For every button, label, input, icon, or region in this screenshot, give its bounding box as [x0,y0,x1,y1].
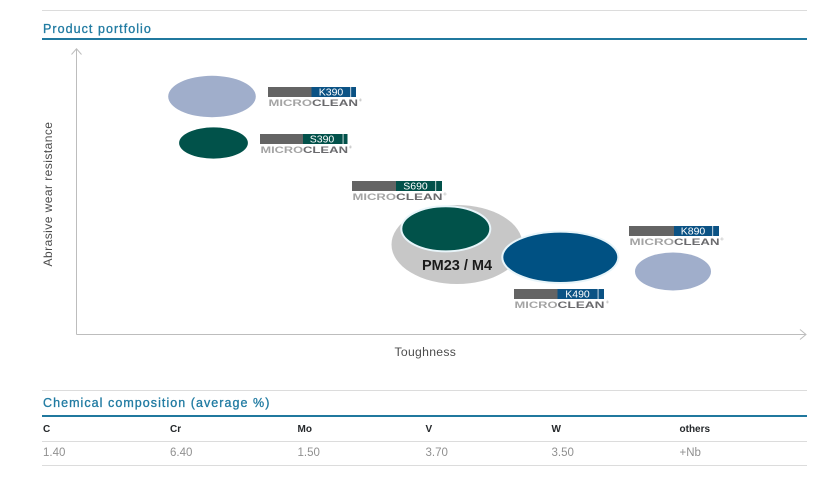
svg-text:S390: S390 [309,135,334,146]
svg-text:CLEAN: CLEAN [312,98,358,108]
svg-text:K390: K390 [318,88,343,99]
svg-text:K890: K890 [681,226,706,237]
svg-text:MICRO: MICRO [514,300,557,310]
svg-text:®: ® [721,236,724,241]
svg-text:®: ® [606,300,609,305]
svg-text:CLEAN: CLEAN [674,237,720,247]
svg-text:S690: S690 [403,182,428,193]
svg-text:MICRO: MICRO [268,98,312,108]
svg-text:®: ® [359,98,362,103]
svg-text:MICRO: MICRO [630,237,675,247]
svg-text:MICRO: MICRO [353,192,397,202]
svg-text:MICRO: MICRO [260,145,303,155]
svg-text:®: ® [349,145,352,150]
svg-text:®: ® [444,192,447,197]
svg-text:CLEAN: CLEAN [557,300,604,310]
svg-text:K490: K490 [565,290,590,301]
svg-text:CLEAN: CLEAN [303,145,348,155]
svg-text:CLEAN: CLEAN [396,192,443,202]
svg-text:PM23 / M4: PM23 / M4 [422,258,492,274]
